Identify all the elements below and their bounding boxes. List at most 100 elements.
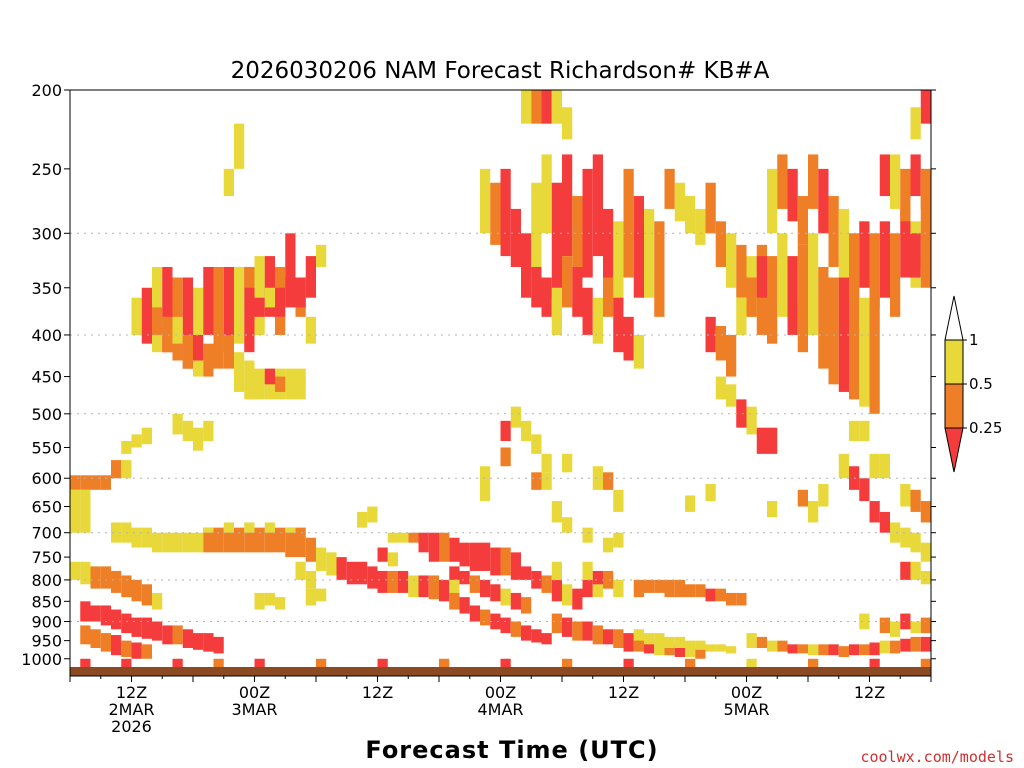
ri-cell: [193, 633, 204, 650]
y-tick-label: 950: [31, 632, 62, 651]
ri-cell: [377, 570, 388, 593]
ri-cell: [490, 584, 501, 602]
ri-cell: [469, 605, 480, 622]
ri-cell: [264, 256, 275, 317]
ri-cell: [592, 570, 603, 585]
ri-cell: [285, 233, 296, 288]
ri-cell: [920, 617, 931, 634]
ri-cell: [264, 287, 275, 308]
ri-cell: [172, 316, 183, 344]
ri-cell: [490, 547, 501, 576]
ri-cell: [521, 597, 532, 614]
ri-cell: [418, 532, 429, 553]
ri-cell: [869, 233, 880, 308]
ri-cell: [449, 537, 460, 562]
ri-cell: [459, 542, 470, 567]
ri-cell: [90, 566, 101, 589]
ri-cell: [90, 605, 101, 622]
ri-cell: [582, 287, 593, 335]
ri-cell: [849, 233, 860, 298]
ri-cell: [674, 579, 685, 598]
ri-cell: [398, 570, 409, 593]
ri-cell: [152, 532, 163, 553]
ri-cell: [234, 266, 245, 344]
y-tick-label: 800: [31, 571, 62, 590]
ri-cell: [121, 613, 132, 634]
ri-cell: [295, 561, 306, 580]
ri-cell: [562, 453, 573, 473]
ri-cell: [603, 472, 614, 490]
ri-cell: [869, 453, 880, 479]
ri-cell: [920, 636, 931, 652]
ri-cell: [705, 644, 716, 652]
ri-cell: [756, 636, 767, 648]
ri-cell: [910, 532, 921, 553]
ri-cell: [480, 579, 491, 598]
ri-cell: [705, 484, 716, 502]
x-tick-label: 2026: [111, 717, 152, 736]
ri-cell: [459, 597, 470, 614]
ri-cell: [305, 316, 316, 344]
ri-cell: [80, 561, 91, 585]
ri-cell: [910, 107, 921, 140]
ri-cell: [213, 658, 224, 673]
ri-cell: [787, 644, 798, 654]
ri-cell: [818, 168, 829, 234]
ri-cell: [777, 640, 788, 652]
ri-cell: [572, 196, 583, 267]
legend-swatch-orange: [944, 383, 964, 429]
ri-cell: [654, 640, 665, 656]
ri-cell: [305, 588, 316, 606]
ri-cell: [767, 640, 778, 652]
ri-cell: [900, 561, 911, 580]
ri-cell: [705, 316, 716, 353]
ri-cell: [613, 579, 624, 598]
ri-cell: [869, 658, 880, 673]
ri-cell: [254, 527, 265, 553]
ri-cell: [172, 658, 183, 673]
ri-cell: [521, 233, 532, 298]
ri-cell: [469, 542, 480, 571]
ri-cell: [644, 633, 655, 645]
ri-cell: [767, 168, 778, 234]
ri-cell: [285, 527, 296, 558]
ri-cell: [172, 625, 183, 645]
ri-cell: [726, 646, 737, 654]
x-tick-label: 3MAR: [231, 700, 277, 719]
ri-cell: [141, 527, 152, 548]
ri-cell: [715, 376, 726, 400]
ri-cell: [879, 154, 890, 197]
ri-cell: [100, 605, 111, 626]
ri-cell: [141, 617, 152, 639]
ri-cell: [70, 475, 81, 490]
ri-cell: [111, 609, 122, 630]
ri-cell: [121, 441, 132, 454]
ri-cell: [346, 561, 357, 585]
ri-cell: [910, 154, 921, 197]
ri-cell: [562, 517, 573, 533]
ri-cell: [920, 168, 931, 209]
ri-cell: [695, 640, 706, 650]
ri-cell: [900, 484, 911, 507]
ri-cell: [70, 561, 81, 580]
ri-cell: [541, 277, 552, 317]
ri-cell: [551, 182, 562, 298]
ri-cell: [900, 208, 911, 278]
ri-cell: [500, 617, 511, 634]
ri-cell: [705, 182, 716, 234]
ri-cell: [316, 547, 327, 571]
ri-cell: [644, 208, 655, 298]
ri-cell: [664, 636, 675, 648]
ri-cell: [623, 633, 634, 652]
ri-cell: [428, 532, 439, 562]
ri-cell: [131, 297, 142, 335]
ri-cell: [121, 658, 132, 673]
ri-cell: [849, 287, 860, 400]
ri-cell: [193, 287, 204, 377]
ri-cell: [469, 575, 480, 593]
x-tick-label: 12Z: [608, 683, 639, 702]
ri-cell: [582, 561, 593, 580]
ri-cell: [797, 196, 808, 245]
ri-cell: [326, 552, 337, 576]
